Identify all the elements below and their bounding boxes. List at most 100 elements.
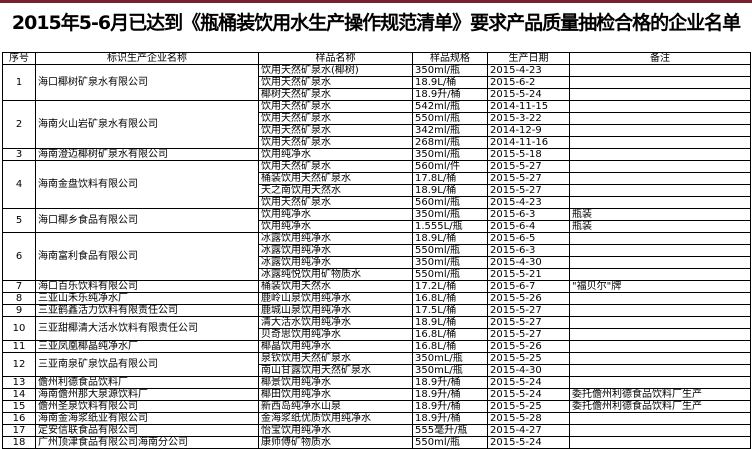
- qualified-enterprise-table: 序号 标识生产企业名称 样品名称 样品规格 生产日期 备注 1 海口椰树矿泉水有限…: [2, 52, 751, 449]
- page-title: 2015年5-6月已达到《瓶桶装饮用水生产操作规范清单》要求产品质量抽检合格的企…: [11, 12, 741, 34]
- table-row: 2 海南火山岩矿泉水有限公司 饮用天然矿泉水 542ml/瓶 2014-11-15: [2, 100, 751, 149]
- sample-name-cell: 饮用天然矿泉水: [258, 100, 413, 113]
- spec-cell: 555毫升/瓶: [412, 424, 488, 437]
- sample-name-cell: 南山甘露饮用天然矿泉水: [258, 364, 413, 377]
- seq-cell: 16: [2, 412, 36, 425]
- sample-name-cell: 鹿岭山泉饮用纯净水: [258, 292, 413, 305]
- seq-cell: 12: [2, 352, 36, 377]
- company-cell: 儋州利德食品饮料厂: [35, 376, 259, 389]
- date-cell: 2015-6-3: [487, 244, 570, 257]
- table-row: 18 广州顶津食品有限公司海南分公司 康师傅矿物质水 550ml/瓶 2015-5-24: [2, 436, 751, 449]
- date-cell: 2015-5-27: [487, 184, 570, 197]
- date-cell: 2015-5-25: [487, 400, 570, 413]
- date-cell: 2015-5-27: [487, 316, 570, 329]
- spec-cell: 550ml/瓶: [412, 436, 488, 449]
- table-row: 5 海口椰乡食品有限公司 饮用纯净水 350ml/瓶 2015-6-3 瓶装: [2, 208, 751, 233]
- sample-name-cell: 饮用天然矿泉水: [258, 136, 413, 149]
- date-cell: 2015-5-26: [487, 340, 570, 353]
- note-cell: [569, 196, 751, 209]
- spec-cell: 17.8L/桶: [412, 172, 488, 185]
- company-cell: 儋州圣泉饮料有限公司: [35, 400, 259, 413]
- sample-name-cell: 饮用天然矿泉水(椰树): [258, 64, 413, 77]
- date-cell: 2015-5-24: [487, 388, 570, 401]
- note-cell: [569, 160, 751, 173]
- sample-name-cell: 饮用纯净水: [258, 220, 413, 233]
- company-cell: 三亚南泉矿泉饮品有限公司: [35, 352, 259, 377]
- note-cell: [569, 172, 751, 185]
- spec-cell: 350mL/瓶: [412, 364, 488, 377]
- header-date: 生产日期: [487, 52, 570, 65]
- note-cell: [569, 100, 751, 113]
- note-cell: [569, 304, 751, 317]
- date-cell: 2015-5-27: [487, 160, 570, 173]
- spec-cell: 18.9L/桶: [412, 316, 488, 329]
- spec-cell: 17.2L/桶: [412, 280, 488, 293]
- spec-cell: 18.9升/桶: [412, 88, 488, 101]
- top-border: [0, 0, 752, 3]
- spec-cell: 16.8L/桶: [412, 340, 488, 353]
- spec-cell: 550ml/瓶: [412, 268, 488, 281]
- sample-name-cell: 饮用天然矿泉水: [258, 196, 413, 209]
- note-cell: [569, 136, 751, 149]
- sample-name-cell: 椰树天然矿泉水: [258, 88, 413, 101]
- spec-cell: 560ml/瓶: [412, 196, 488, 209]
- table-row: 14 海南儋州那大泉源饮料厂 椰田饮用纯净水 18.9升/桶 2015-5-24 委托儋州…: [2, 388, 751, 401]
- sample-name-cell: 饮用天然矿泉水: [258, 76, 413, 89]
- note-cell: [569, 412, 751, 425]
- date-cell: 2015-5-27: [487, 304, 570, 317]
- note-cell: [569, 352, 751, 365]
- spec-cell: 350mL/瓶: [412, 352, 488, 365]
- note-cell: [569, 316, 751, 329]
- note-cell: 瓶装: [569, 208, 751, 221]
- header-company: 标识生产企业名称: [35, 52, 259, 65]
- sample-name-cell: 怡宝饮用纯净水: [258, 424, 413, 437]
- note-cell: [569, 424, 751, 437]
- note-cell: [569, 244, 751, 257]
- seq-cell: 1: [2, 64, 36, 101]
- table-row: 饮用天然矿泉水 342ml/瓶 2014-12-9: [3, 124, 751, 137]
- spec-cell: 17.5L/桶: [412, 304, 488, 317]
- table-row: 贝奇思饮用纯净水 16.8L/桶 2015-5-27: [3, 328, 751, 341]
- spec-cell: 542ml/瓶: [412, 100, 488, 113]
- sample-name-cell: 冰露饮用纯净水: [258, 244, 413, 257]
- note-cell: [569, 268, 751, 281]
- note-cell: [569, 436, 751, 449]
- table-row: 9 三亚鹤鑫活力饮料有限责任公司 鹿城山泉饮用纯净水 17.5L/桶 2015-5-27: [2, 304, 751, 317]
- spec-cell: 18.9L/桶: [412, 76, 488, 89]
- seq-cell: 2: [2, 100, 36, 149]
- note-cell: [569, 328, 751, 341]
- spec-cell: 350ml/瓶: [412, 256, 488, 269]
- date-cell: 2015-5-26: [487, 292, 570, 305]
- date-cell: 2015-4-23: [487, 64, 570, 77]
- table-row: 10 三亚甜椰清大活水饮料有限责任公司 清大活水饮用纯净水 18.9L/桶 2015-5…: [2, 316, 751, 341]
- table-row: 饮用纯净水 1.555L/瓶 2015-6-4 瓶装: [3, 220, 751, 233]
- sample-name-cell: 饮用天然矿泉水: [258, 112, 413, 125]
- seq-cell: 10: [2, 316, 36, 341]
- table-row: 饮用天然矿泉水 268ml/瓶 2014-11-16: [3, 136, 751, 149]
- note-cell: [569, 184, 751, 197]
- sample-name-cell: 天之南饮用天然水: [258, 184, 413, 197]
- spec-cell: 560ml/件: [412, 160, 488, 173]
- spec-cell: 550ml/瓶: [412, 244, 488, 257]
- spec-cell: 1.555L/瓶: [412, 220, 488, 233]
- date-cell: 2015-5-18: [487, 148, 570, 161]
- company-cell: 海口椰树矿泉水有限公司: [35, 64, 259, 101]
- date-cell: 2015-5-28: [487, 412, 570, 425]
- date-cell: 2015-6-3: [487, 208, 570, 221]
- company-cell: 海南富利食品有限公司: [35, 232, 259, 281]
- spec-cell: 342ml/瓶: [412, 124, 488, 137]
- spec-cell: 550ml/瓶: [412, 112, 488, 125]
- date-cell: 2015-6-5: [487, 232, 570, 245]
- date-cell: 2015-4-23: [487, 196, 570, 209]
- date-cell: 2014-11-15: [487, 100, 570, 113]
- note-cell: [569, 112, 751, 125]
- spec-cell: 18.9升/桶: [412, 376, 488, 389]
- company-cell: 海口百乐饮料有限公司: [35, 280, 259, 293]
- company-cell: 海南火山岩矿泉水有限公司: [35, 100, 259, 149]
- sample-name-cell: 桶装饮用天然矿泉水: [258, 172, 413, 185]
- note-cell: [569, 64, 751, 77]
- spec-cell: 18.9L/桶: [412, 232, 488, 245]
- date-cell: 2015-6-4: [487, 220, 570, 233]
- note-cell: 委托儋州利德食品饮料厂生产: [569, 400, 751, 413]
- seq-cell: 7: [2, 280, 36, 293]
